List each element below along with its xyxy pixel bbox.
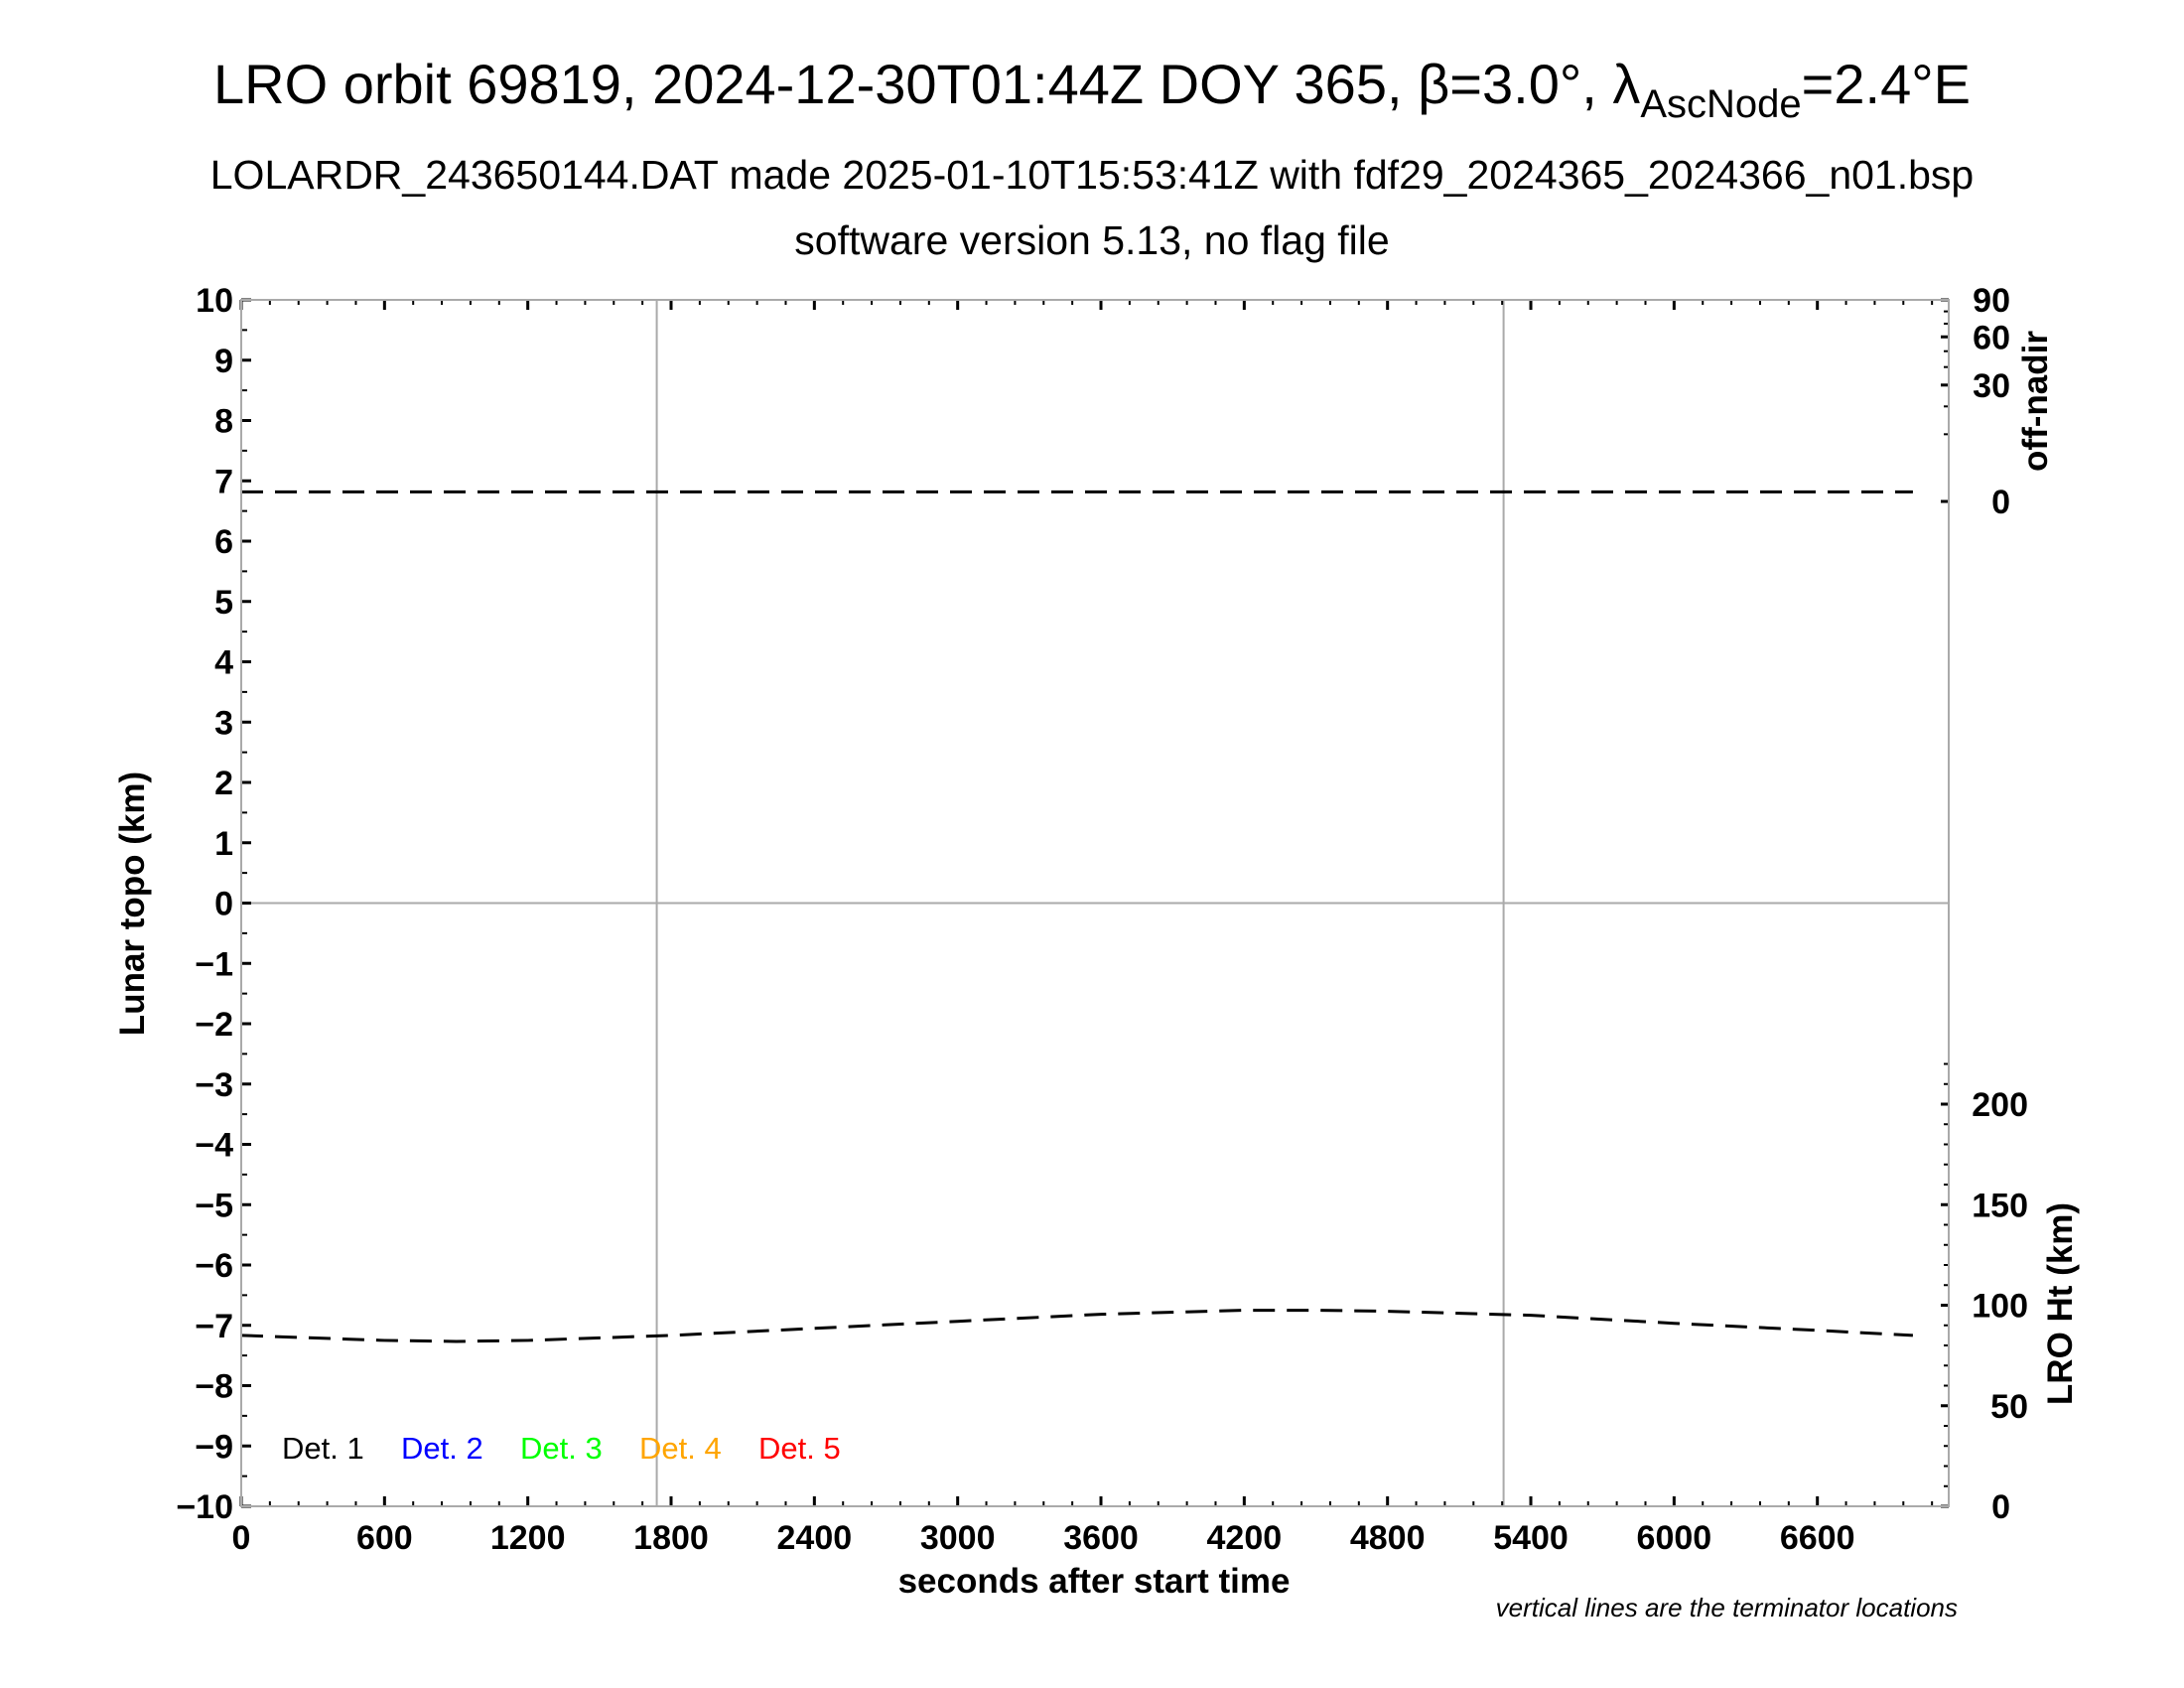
- y-tick-label: 8: [214, 403, 233, 441]
- y-tick-label: 10: [196, 282, 233, 320]
- height-tick-label: 150: [1972, 1187, 2028, 1224]
- offnadir-tick-label: 0: [1991, 484, 2010, 521]
- x-tick-label: 5400: [1493, 1519, 1569, 1557]
- height-tick-label: 50: [1990, 1388, 2028, 1426]
- height-tick-label: 200: [1972, 1086, 2028, 1124]
- legend-entry-det-2: Det. 2: [401, 1431, 483, 1466]
- y-tick-label: 4: [214, 644, 233, 682]
- x-tick-label: 4200: [1207, 1519, 1283, 1557]
- x-tick-label: 2400: [777, 1519, 853, 1557]
- y-tick-label: −8: [195, 1368, 233, 1406]
- offnadir-tick-label: 60: [1973, 319, 2010, 356]
- y-tick-label: 7: [214, 463, 233, 500]
- height-tick-label: 0: [1991, 1488, 2010, 1526]
- x-tick-label: 6600: [1780, 1519, 1855, 1557]
- legend-entry-det-3: Det. 3: [520, 1431, 603, 1466]
- plot-frame: [240, 299, 1950, 1507]
- y-tick-label: 0: [214, 886, 233, 923]
- y2-top-label: off-nadir: [2016, 331, 2055, 472]
- y-tick-label: 5: [214, 584, 233, 622]
- x-tick-label: 0: [232, 1519, 251, 1557]
- y-tick-label: 1: [214, 825, 233, 863]
- y-tick-label: 2: [214, 765, 233, 802]
- y-tick-label: −5: [195, 1187, 233, 1224]
- offnadir-tick-label: 90: [1973, 282, 2010, 320]
- x-tick-label: 6000: [1637, 1519, 1712, 1557]
- y-axis-label: Lunar topo (km): [113, 772, 152, 1036]
- chart-subtitle-2: software version 5.13, no flag file: [794, 217, 1389, 263]
- y-tick-label: −7: [195, 1308, 233, 1345]
- y-tick-label: 3: [214, 704, 233, 742]
- legend-entry-det-5: Det. 5: [758, 1431, 841, 1466]
- x-tick-label: 4800: [1350, 1519, 1426, 1557]
- y-tick-label: −6: [195, 1247, 233, 1285]
- x-tick-label: 3600: [1063, 1519, 1139, 1557]
- y-tick-label: 6: [214, 523, 233, 561]
- x-axis-label: seconds after start time: [898, 1562, 1291, 1601]
- y-tick-label: −2: [195, 1006, 233, 1044]
- y-tick-label: −9: [195, 1428, 233, 1466]
- chart-title: LRO orbit 69819, 2024-12-30T01:44Z DOY 3…: [213, 53, 1971, 126]
- y-tick-label: −4: [195, 1127, 233, 1165]
- y-tick-label: −3: [195, 1066, 233, 1104]
- x-tick-label: 1200: [490, 1519, 566, 1557]
- x-tick-label: 1800: [633, 1519, 709, 1557]
- terminator-note: vertical lines are the terminator locati…: [1496, 1593, 1958, 1622]
- y-tick-label: −1: [195, 945, 233, 983]
- y2-bottom-label: LRO Ht (km): [2041, 1202, 2080, 1405]
- legend-entry-det-4: Det. 4: [639, 1431, 722, 1466]
- offnadir-tick-label: 30: [1973, 367, 2010, 405]
- height-tick-label: 100: [1972, 1288, 2028, 1326]
- y-tick-label: 9: [214, 343, 233, 380]
- chart-subtitle: LOLARDR_243650144.DAT made 2025-01-10T15…: [210, 152, 1974, 198]
- x-tick-label: 600: [356, 1519, 413, 1557]
- legend-entry-det-1: Det. 1: [282, 1431, 364, 1466]
- lro-height-line: [240, 1309, 1913, 1343]
- x-tick-label: 3000: [920, 1519, 996, 1557]
- y-tick-label: −10: [176, 1488, 233, 1526]
